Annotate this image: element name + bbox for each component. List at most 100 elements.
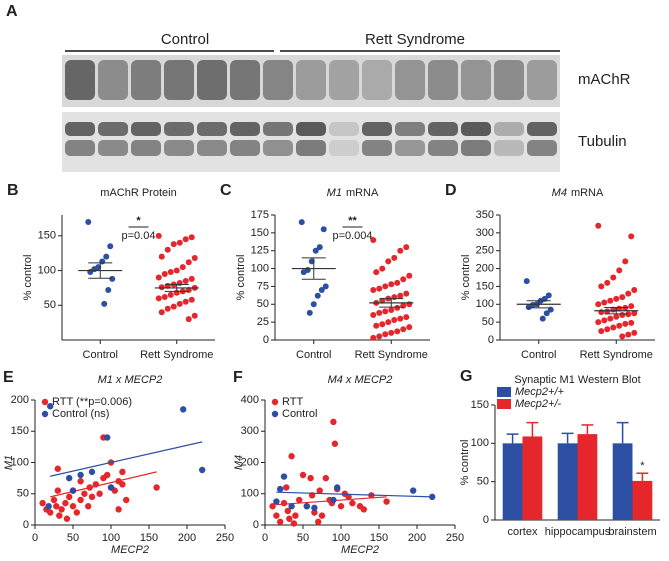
- dot: [155, 232, 162, 239]
- point: [296, 496, 303, 504]
- point: [81, 490, 88, 497]
- point: [290, 520, 298, 527]
- blot-band: [362, 140, 392, 156]
- dot: [379, 265, 386, 272]
- y-tick-label: 300: [241, 425, 259, 437]
- dot: [320, 226, 327, 233]
- dot: [185, 259, 192, 266]
- point: [96, 490, 103, 497]
- blot-band: [362, 60, 392, 100]
- dot: [382, 331, 389, 338]
- x-tick-label: cortex: [508, 526, 538, 538]
- x-tick-label: 0: [32, 532, 38, 544]
- blot-band: [362, 122, 392, 136]
- y-tick-label: 0: [253, 519, 259, 531]
- point: [269, 503, 276, 510]
- point: [349, 499, 356, 507]
- significance-stars: *: [136, 215, 141, 227]
- y-axis-label: % control: [459, 440, 471, 486]
- dot: [312, 247, 319, 254]
- point: [318, 512, 326, 519]
- blot-band: [428, 60, 458, 100]
- point: [47, 509, 54, 516]
- x-tick-label: brainstem: [608, 526, 656, 538]
- dot: [610, 324, 617, 331]
- legend-marker: [41, 398, 49, 406]
- y-tick-label: 50: [482, 316, 494, 328]
- title-text: mAChR Protein: [100, 187, 176, 199]
- point: [119, 468, 126, 476]
- dot: [601, 299, 608, 306]
- x-tick-label: Rett Syndrome: [355, 349, 428, 361]
- dot: [85, 218, 92, 225]
- legend-swatch: [497, 387, 511, 397]
- y-tick-label: 100: [476, 298, 494, 310]
- bar: [577, 434, 598, 520]
- y-tick-label: 75: [257, 280, 269, 292]
- point: [58, 506, 65, 513]
- point: [383, 498, 390, 505]
- x-tick-label: 150: [140, 532, 158, 544]
- point: [299, 471, 307, 479]
- panel-label: G: [460, 368, 472, 385]
- x-tick-label: Rett Syndrome: [580, 349, 653, 361]
- point: [63, 515, 71, 522]
- dot: [182, 277, 189, 284]
- dot: [604, 326, 611, 333]
- significance-stars: **: [348, 215, 357, 227]
- title-gene: M1: [327, 187, 342, 199]
- chart-title: M1 x MECP2: [98, 374, 163, 386]
- point: [292, 512, 299, 519]
- dot: [525, 304, 532, 311]
- dot: [400, 276, 407, 283]
- dot: [176, 239, 183, 246]
- x-tick-label: Control: [521, 349, 556, 361]
- y-tick-label: 175: [251, 209, 269, 221]
- x-tick-label: 200: [178, 532, 196, 544]
- y-tick-label: 200: [11, 394, 29, 406]
- dot: [391, 254, 398, 261]
- blot-band: [197, 122, 227, 136]
- point: [123, 496, 130, 504]
- dot: [300, 269, 307, 276]
- point: [307, 474, 314, 482]
- dot: [167, 268, 174, 275]
- dot: [306, 309, 313, 316]
- dot: [406, 324, 413, 331]
- dot: [176, 280, 183, 287]
- dot: [158, 284, 165, 291]
- point: [315, 518, 322, 526]
- point: [331, 440, 339, 447]
- dot: [188, 234, 195, 241]
- dot: [595, 319, 602, 326]
- chart-title: M1 mRNA: [327, 187, 379, 199]
- point: [280, 499, 288, 507]
- dot: [385, 258, 392, 265]
- point: [54, 465, 61, 472]
- y-tick-label: 100: [11, 456, 29, 468]
- dot: [170, 303, 177, 310]
- legend-marker: [271, 398, 279, 406]
- dot: [631, 310, 638, 317]
- point: [107, 484, 115, 491]
- y-tick-label: 350: [476, 209, 494, 221]
- y-tick-label: 125: [251, 245, 269, 257]
- point: [119, 481, 126, 488]
- dot: [310, 301, 317, 308]
- dot: [604, 308, 611, 315]
- group-label: Rett Syndrome: [365, 31, 465, 48]
- blot-band: [527, 60, 557, 100]
- y-tick-label: 0: [483, 514, 489, 526]
- blot-band: [395, 140, 425, 156]
- dot: [103, 253, 110, 260]
- point: [337, 503, 345, 510]
- dot: [101, 300, 108, 307]
- x-tick-label: 100: [332, 532, 350, 544]
- dot: [376, 309, 383, 316]
- y-tick-label: 50: [257, 298, 269, 310]
- point: [286, 515, 293, 522]
- y-tick-label: 200: [476, 262, 494, 274]
- dot: [370, 312, 377, 318]
- blot-band: [98, 140, 128, 156]
